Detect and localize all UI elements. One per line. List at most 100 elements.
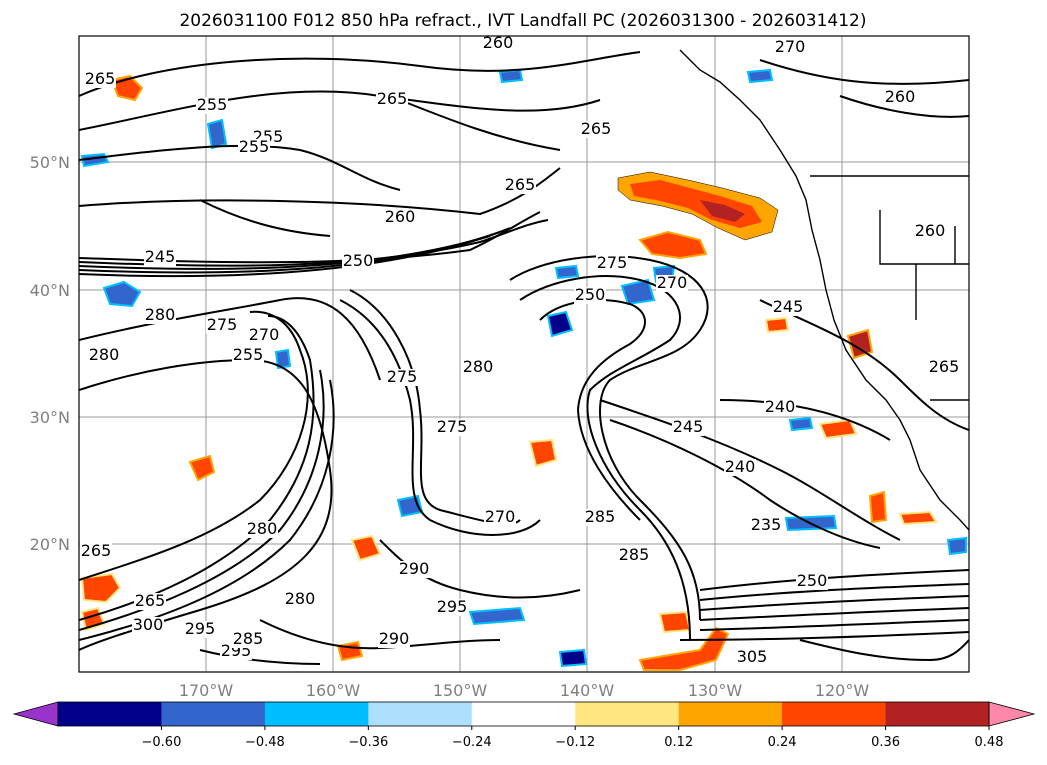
contour-label: 260	[885, 87, 916, 106]
positive-anomaly-patch	[764, 316, 790, 334]
colorbar-tick-label: 0.48	[975, 735, 1004, 750]
colorbar-bin	[161, 702, 266, 726]
coastline	[679, 49, 969, 531]
contour-label-bg	[238, 139, 270, 156]
colorbar-frame	[57, 701, 990, 727]
contour-label: 255	[233, 345, 264, 364]
contour-label-bg	[914, 223, 946, 240]
contour-label: 240	[725, 457, 756, 476]
contour-label-bg	[574, 287, 606, 304]
contour-label-bg	[386, 369, 418, 386]
colorbar-extend-low	[12, 701, 59, 727]
contour-label-bg	[248, 327, 280, 344]
contour-label-bg	[436, 419, 468, 436]
contour-label: 255	[239, 137, 270, 156]
contour-label-bg	[232, 631, 264, 648]
contour-label: 265	[505, 175, 536, 194]
lon-tick-label: 130°W	[688, 681, 743, 700]
contour-label: 295	[185, 619, 216, 638]
contour-label-bg	[736, 649, 768, 666]
colorbar-bin	[264, 702, 369, 726]
contour-label: 265	[377, 89, 408, 108]
positive-anomaly-patch	[868, 490, 888, 524]
contour-label: 270	[485, 507, 516, 526]
contour-label-bg	[724, 459, 756, 476]
contour-label: 275	[437, 417, 468, 436]
contour-label: 250	[797, 571, 828, 590]
positive-anomaly-patch	[658, 610, 692, 634]
contour-label-bg	[132, 617, 164, 634]
contour-label-bg	[484, 509, 516, 526]
negative-anomaly-patch	[746, 68, 774, 84]
contour-label: 250	[343, 251, 374, 270]
colorbar-bin	[885, 702, 990, 726]
contour-label: 245	[673, 417, 704, 436]
colorbar-tick-label: −0.36	[348, 735, 388, 750]
colorbar-tick-label: −0.12	[555, 735, 595, 750]
contour-label: 290	[399, 559, 430, 578]
lon-tick-label: 150°W	[433, 681, 488, 700]
contour-label: 280	[285, 589, 316, 608]
contour-label-bg	[436, 599, 468, 616]
contour-label-bg	[462, 359, 494, 376]
contour-label-bg	[796, 573, 828, 590]
colorbar-bin	[368, 702, 473, 726]
contour-label: 265	[581, 119, 612, 138]
contour-label-bg	[80, 543, 112, 560]
ivt-shading	[80, 68, 967, 671]
positive-anomaly-patch	[898, 510, 938, 526]
refractivity-contours	[79, 51, 969, 665]
contour-label-bg	[134, 593, 166, 610]
contour-label: 260	[483, 33, 514, 52]
colorbar-bin	[678, 702, 783, 726]
lon-tick-label: 120°W	[815, 681, 870, 700]
contour-label-bg	[672, 419, 704, 436]
contour-label: 250	[575, 285, 606, 304]
contour-label: 245	[773, 297, 804, 316]
contour-label: 245	[145, 247, 176, 266]
negative-anomaly-patch	[274, 348, 292, 370]
contour-label: 285	[233, 629, 264, 648]
contour-label: 295	[437, 597, 468, 616]
latitude-axis: 50°N 40°N 30°N 20°N	[30, 153, 70, 554]
colorbar-bin	[782, 702, 887, 726]
contour-label-bg	[246, 521, 278, 538]
positive-anomaly-patch	[336, 640, 364, 662]
contour-label-bg	[398, 561, 430, 578]
colorbar-tick-label: 0.24	[768, 735, 797, 750]
contour-label: 305	[737, 647, 768, 666]
positive-anomaly-patch	[350, 534, 382, 562]
colorbar-tick-label: −0.48	[245, 735, 285, 750]
map-title: 2026031100 F012 850 hPa refract., IVT La…	[179, 11, 866, 31]
contour-label-bg	[196, 97, 228, 114]
lat-tick-label: 40°N	[30, 281, 70, 300]
contour-label: 270	[775, 37, 806, 56]
contour-label: 275	[387, 367, 418, 386]
negative-anomaly-patch	[946, 536, 967, 556]
longitude-axis: 170°W 160°W 150°W 140°W 130°W 120°W	[179, 681, 870, 700]
negative-anomaly-patch	[498, 68, 524, 84]
contour-label: 280	[463, 357, 494, 376]
contour-label: 265	[85, 69, 116, 88]
contour-label: 270	[249, 325, 280, 344]
contour-labels: 260 270 265 265 265 255 255 260 255 265 260 245 250 2…	[80, 33, 960, 666]
contour-label: 280	[145, 305, 176, 324]
negative-anomaly-patch	[102, 280, 142, 308]
contour-label-bg	[764, 399, 796, 416]
graticule	[79, 36, 969, 672]
lat-tick-label: 50°N	[30, 153, 70, 172]
lon-tick-label: 170°W	[179, 681, 234, 700]
map-frame	[78, 35, 970, 673]
contour-label-bg	[618, 547, 650, 564]
positive-anomaly-patch	[818, 418, 858, 440]
contour-label-bg	[144, 307, 176, 324]
contour-label-bg	[884, 89, 916, 106]
contour-label-bg	[206, 317, 238, 334]
negative-anomaly-patch	[468, 606, 526, 626]
contour-label-bg	[184, 621, 216, 638]
contour-label: 290	[379, 629, 410, 648]
contour-label: 260	[385, 207, 416, 226]
contour-label-bg	[144, 249, 176, 266]
contour-label-bg	[384, 209, 416, 226]
contour-label: 240	[765, 397, 796, 416]
